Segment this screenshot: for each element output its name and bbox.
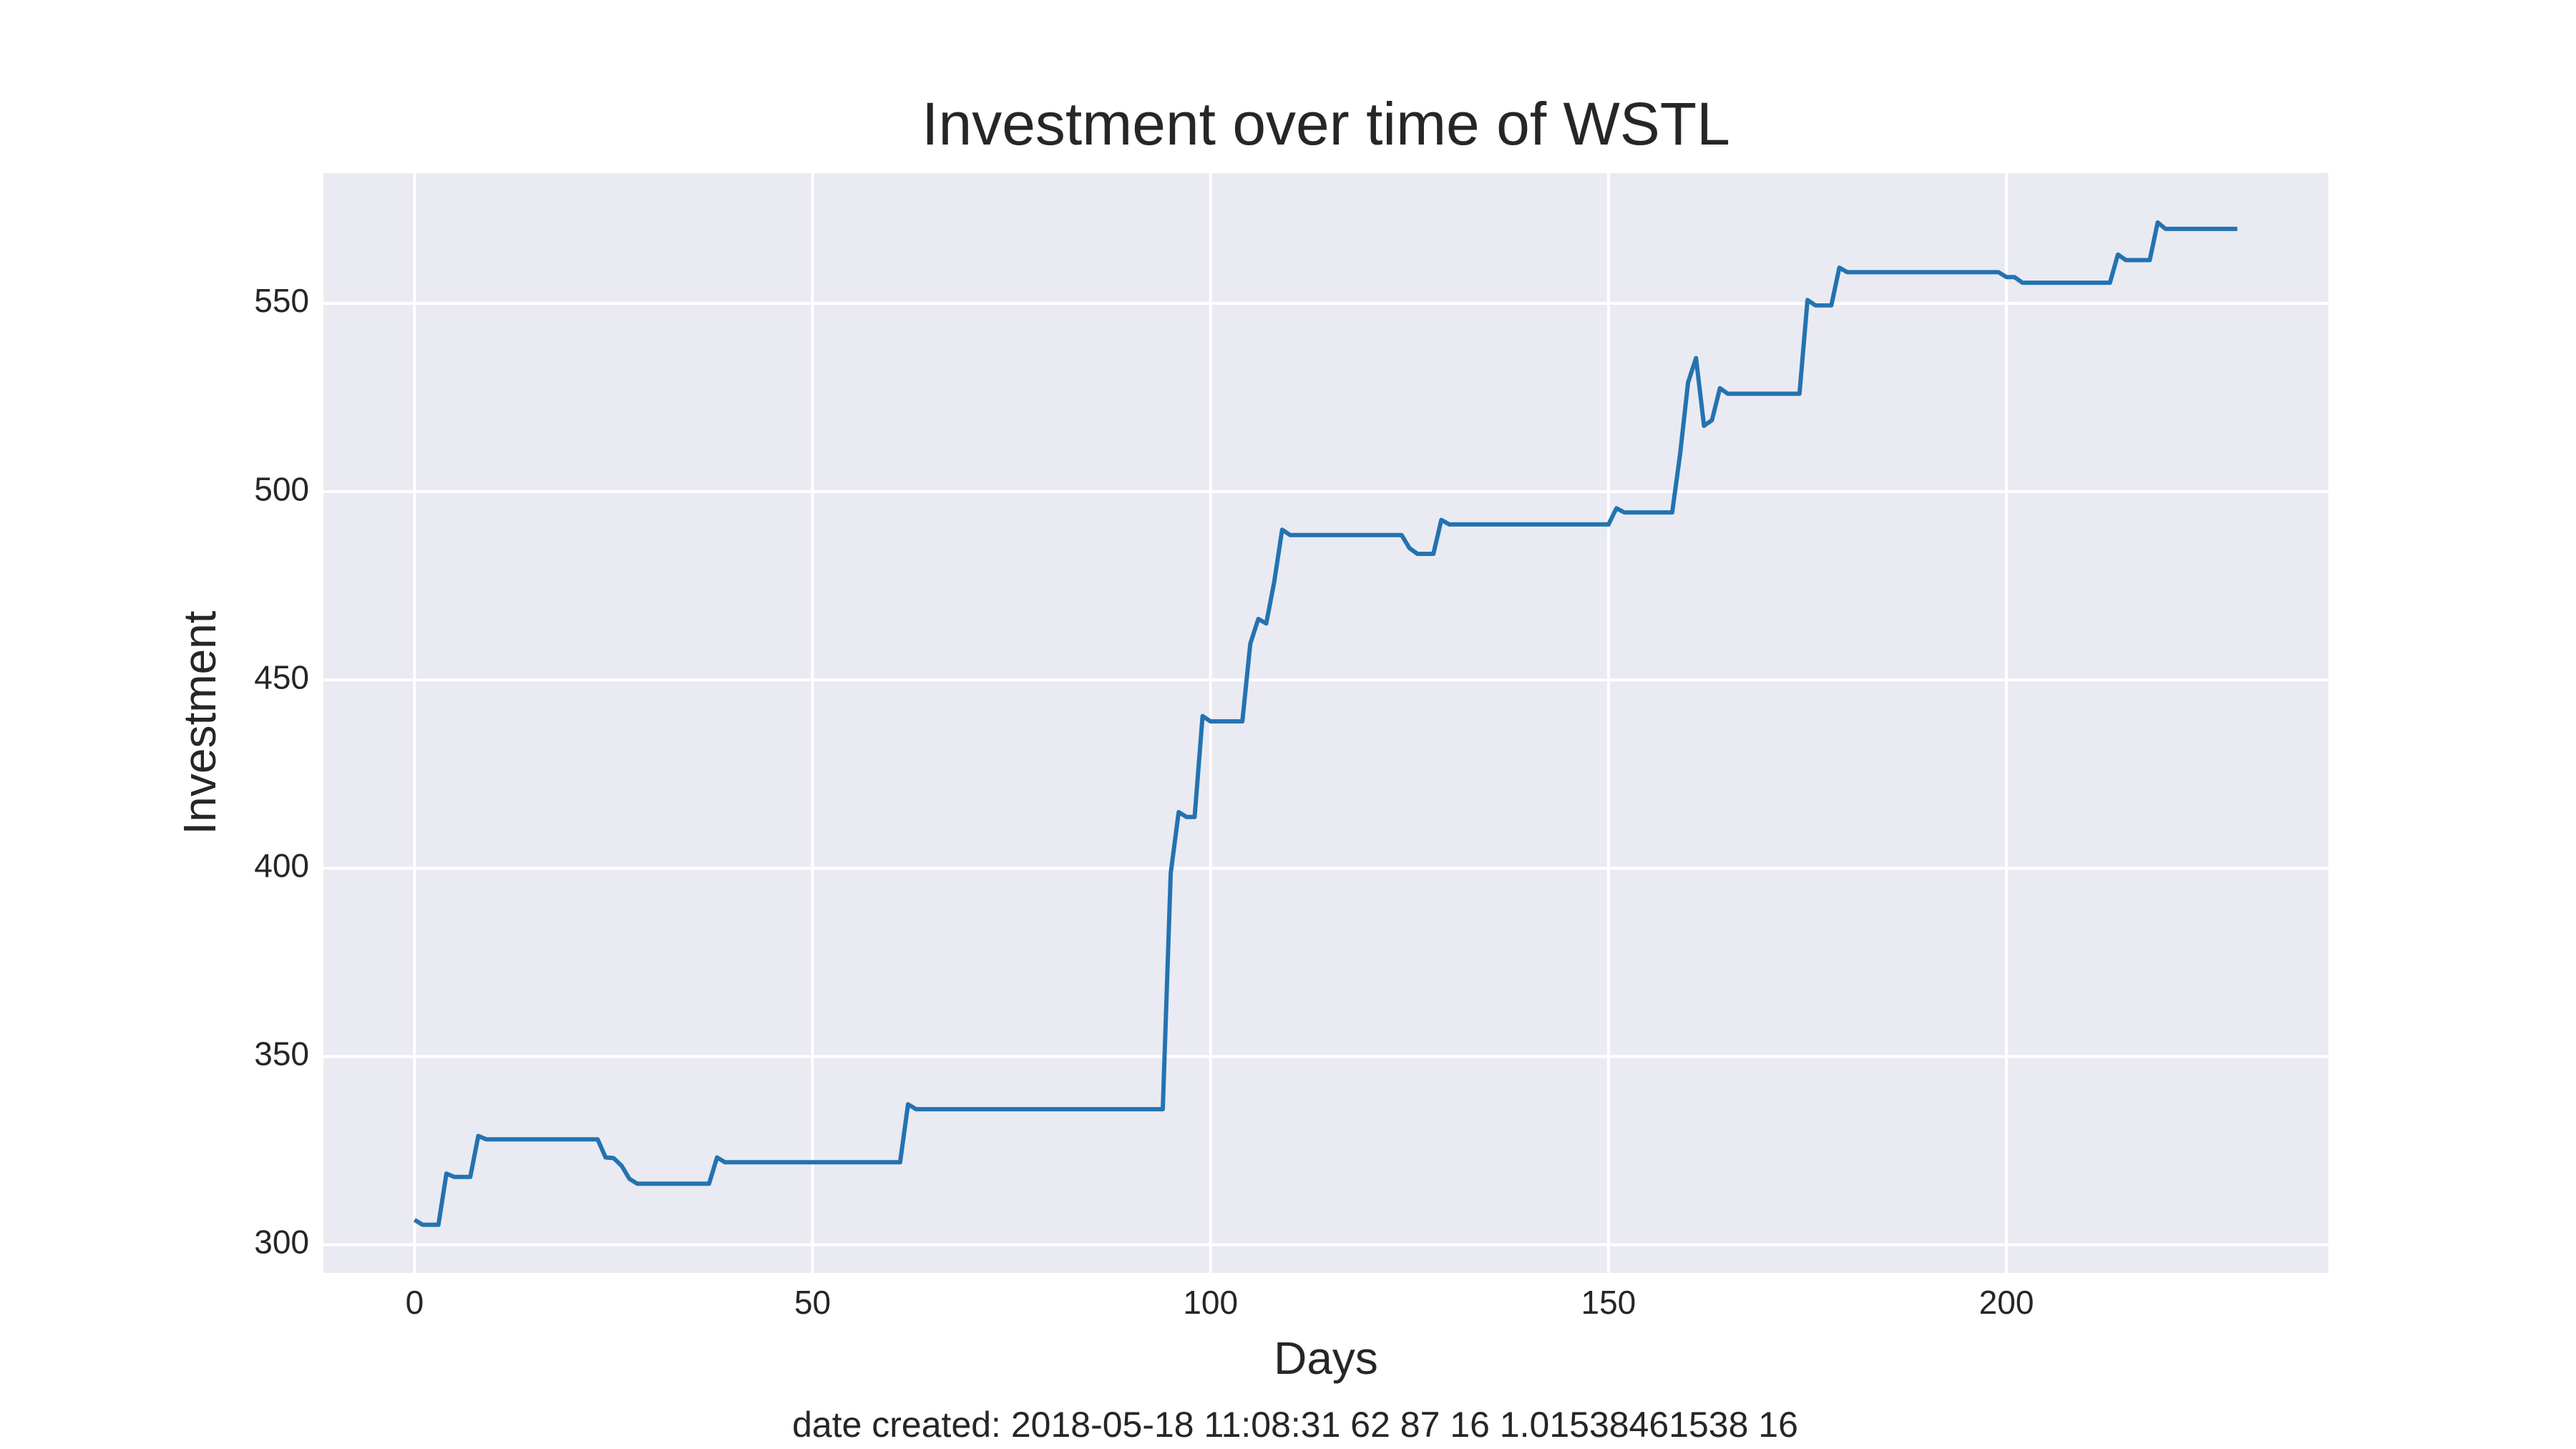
x-tick-label: 0 xyxy=(406,1284,424,1321)
chart-title: Investment over time of WSTL xyxy=(922,90,1730,157)
y-tick-label: 350 xyxy=(254,1035,309,1073)
plot-area xyxy=(323,173,2328,1273)
y-axis-label: Investment xyxy=(174,610,225,834)
x-tick-label: 50 xyxy=(794,1284,831,1321)
y-tick-label: 500 xyxy=(254,470,309,507)
x-tick-label: 100 xyxy=(1183,1284,1238,1321)
data-line xyxy=(413,220,2238,1227)
y-tick-label: 550 xyxy=(254,282,309,319)
x-tick-label: 150 xyxy=(1581,1284,1636,1321)
y-tick-label: 400 xyxy=(254,847,309,884)
x-tick-label: 200 xyxy=(1979,1284,2034,1321)
y-tick-label: 450 xyxy=(254,658,309,696)
x-axis-label: Days xyxy=(1274,1332,1378,1384)
y-tick-label: 300 xyxy=(254,1224,309,1261)
footer-note: date created: 2018-05-18 11:08:31 62 87 … xyxy=(792,1405,1798,1445)
